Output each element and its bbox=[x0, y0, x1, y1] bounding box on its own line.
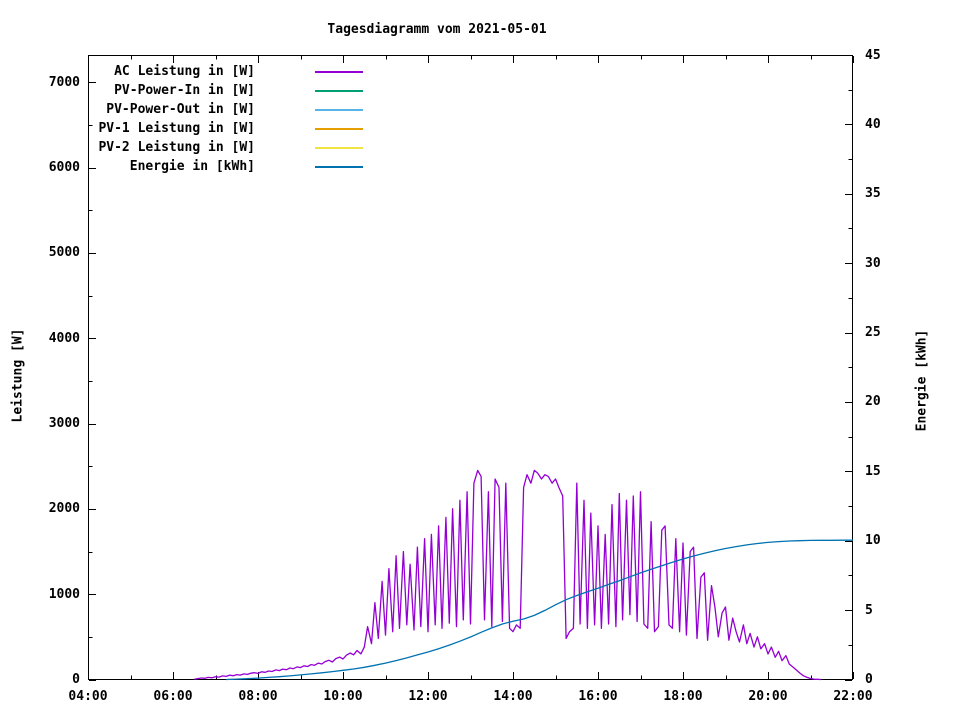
legend-swatch bbox=[315, 70, 363, 73]
y-left-tick-label: 4000 bbox=[48, 330, 80, 346]
legend-swatch bbox=[315, 89, 363, 92]
y-right-tick-label: 20 bbox=[865, 394, 881, 410]
x-tick-label: 06:00 bbox=[153, 689, 193, 704]
x-tick-label: 10:00 bbox=[323, 689, 363, 704]
legend-label: PV-2 Leistung in [W] bbox=[98, 139, 255, 155]
x-tick-label: 20:00 bbox=[748, 689, 788, 704]
y-left-tick-label: 2000 bbox=[48, 501, 80, 517]
legend-label: AC Leistung in [W] bbox=[114, 63, 255, 79]
legend-swatch bbox=[315, 165, 363, 168]
y-right-tick-label: 25 bbox=[865, 325, 881, 341]
y-left-tick-label: 3000 bbox=[48, 416, 80, 431]
legend-label: PV-1 Leistung in [W] bbox=[98, 120, 255, 136]
x-tick-label: 18:00 bbox=[663, 689, 703, 704]
x-tick-label: 14:00 bbox=[493, 689, 533, 704]
y-left-tick-label: 6000 bbox=[48, 160, 80, 175]
y-right-tick-label: 30 bbox=[865, 255, 881, 271]
y-axis-label-right: Energie [kWh] bbox=[914, 329, 930, 432]
y-right-tick-label: 5 bbox=[865, 602, 873, 618]
y-right-tick-label: 35 bbox=[865, 186, 881, 202]
x-tick-label: 16:00 bbox=[578, 689, 618, 704]
legend-swatch bbox=[315, 127, 363, 130]
legend-label: PV-Power-In in [W] bbox=[114, 82, 255, 98]
y-right-tick-label: 15 bbox=[865, 463, 881, 479]
legend-swatch bbox=[315, 146, 363, 149]
legend-label: Energie in [kWh] bbox=[129, 158, 255, 174]
y-right-tick-label: 0 bbox=[865, 672, 873, 687]
y-right-tick-label: 40 bbox=[865, 116, 881, 132]
y-left-tick-label: 1000 bbox=[48, 586, 80, 602]
legend-label: PV-Power-Out in [W] bbox=[106, 101, 255, 117]
legend-swatch bbox=[315, 108, 363, 111]
y-axis-label-left: Leistung [W] bbox=[10, 328, 26, 423]
y-right-tick-label: 45 bbox=[865, 47, 881, 63]
energy-series bbox=[226, 539, 853, 681]
x-tick-label: 04:00 bbox=[68, 689, 108, 704]
y-left-tick-label: 7000 bbox=[48, 74, 80, 90]
x-tick-label: 08:00 bbox=[238, 689, 278, 704]
plot-border bbox=[88, 55, 853, 680]
chart-title: Tagesdiagramm vom 2021-05-01 bbox=[327, 22, 547, 37]
x-tick-label: 12:00 bbox=[408, 689, 448, 704]
ac-power-series bbox=[194, 469, 822, 681]
y-right-tick-label: 10 bbox=[865, 533, 881, 549]
y-left-tick-label: 5000 bbox=[48, 245, 80, 261]
y-left-tick-label: 0 bbox=[72, 672, 80, 687]
x-tick-label: 22:00 bbox=[833, 689, 873, 704]
